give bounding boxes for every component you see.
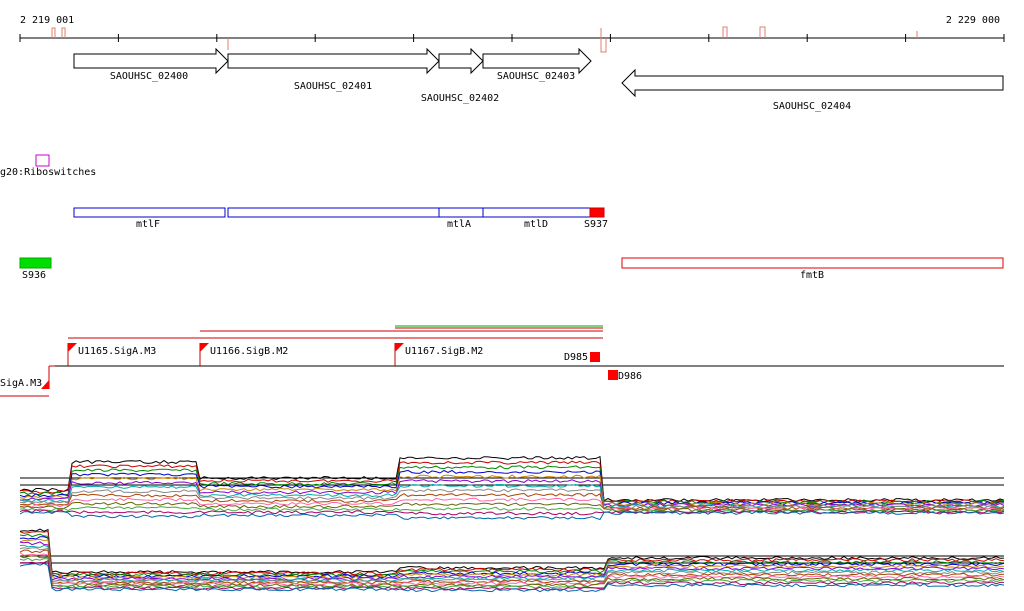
d986-block[interactable]	[608, 370, 618, 380]
riboswitch-box[interactable]	[35, 154, 50, 167]
promoter-label: U1166.SigB.M2	[210, 346, 288, 357]
ruler-mark	[759, 26, 766, 38]
s937-block[interactable]	[589, 207, 605, 218]
operon-label-mtlD: mtlD	[524, 219, 548, 230]
expression-panel-top	[19, 455, 1005, 521]
expression-trace	[19, 530, 1005, 576]
operon-segment[interactable]	[73, 207, 226, 218]
coordinate-ruler: 2 219 001 2 229 000	[19, 15, 1005, 53]
gene-label: SAOUHSC_02404	[773, 101, 851, 112]
fmtb-box[interactable]	[621, 257, 1004, 269]
promoter-label: SigA.M3	[0, 378, 42, 389]
expression-trace	[19, 562, 1005, 593]
promoter-flag[interactable]	[68, 343, 77, 352]
expression-trace	[19, 483, 1005, 508]
d985-block[interactable]	[590, 352, 600, 362]
expression-panel-bottom	[19, 528, 1005, 593]
expression-trace	[19, 506, 1005, 513]
operon-label-mtlF: mtlF	[136, 219, 160, 230]
fmtb-label: fmtB	[800, 270, 824, 281]
gene-label: SAOUHSC_02403	[497, 71, 575, 82]
ruler-mark	[51, 27, 56, 38]
expression-trace	[19, 509, 1005, 516]
s936-label: S936	[22, 270, 46, 281]
promoter-label: U1165.SigA.M3	[78, 346, 156, 357]
expression-trace	[19, 510, 1005, 521]
expression-trace	[19, 492, 1005, 510]
gene-arrow[interactable]	[621, 68, 1004, 98]
gene-label: SAOUHSC_02400	[110, 71, 188, 82]
promoter-flag[interactable]	[200, 343, 209, 352]
expression-trace	[19, 474, 1005, 506]
promoter-flag[interactable]	[395, 343, 404, 352]
expression-trace	[19, 465, 1005, 505]
ruler-mark	[722, 26, 728, 38]
feature-track: S936 fmtB	[19, 257, 1004, 281]
promoter-label: D986	[618, 371, 642, 382]
s936-block[interactable]	[19, 257, 52, 269]
operon-segment[interactable]	[482, 207, 591, 218]
gene-arrow[interactable]	[227, 47, 440, 75]
gene-track: SAOUHSC_02400 SAOUHSC_02401 SAOUHSC_0240…	[73, 47, 1004, 112]
operon-segment[interactable]	[438, 207, 484, 218]
operon-track: mtlF mtlA mtlD S937	[73, 207, 608, 230]
operon-segment[interactable]	[227, 207, 440, 218]
operon-label-s937: S937	[584, 219, 608, 230]
promoter-label: D985	[564, 352, 588, 363]
gene-arrow[interactable]	[438, 47, 484, 75]
gene-label: SAOUHSC_02401	[294, 81, 372, 92]
ruler-mark	[600, 28, 607, 53]
expression-trace	[19, 533, 1005, 577]
gene-arrow[interactable]	[73, 47, 229, 75]
promoter-flag[interactable]	[41, 380, 49, 389]
gene-label: SAOUHSC_02402	[421, 93, 499, 104]
expression-trace	[19, 488, 1005, 509]
riboswitch-label: g20:Riboswitches	[0, 167, 96, 178]
gene-arrow[interactable]	[482, 47, 592, 75]
ruler-end-label: 2 229 000	[946, 15, 1000, 26]
promoter-track: SigA.M3 U1165.SigA.M3 U1166.SigB.M2 U116…	[0, 325, 1004, 397]
operon-label-mtlA: mtlA	[447, 219, 471, 230]
ruler-start-label: 2 219 001	[20, 15, 74, 26]
expression-trace	[19, 469, 1005, 506]
ruler-ticks	[19, 34, 1005, 42]
promoter-label: U1167.SigB.M2	[405, 346, 483, 357]
ruler-mark	[61, 27, 66, 38]
riboswitch-track: g20:Riboswitches	[0, 154, 96, 178]
